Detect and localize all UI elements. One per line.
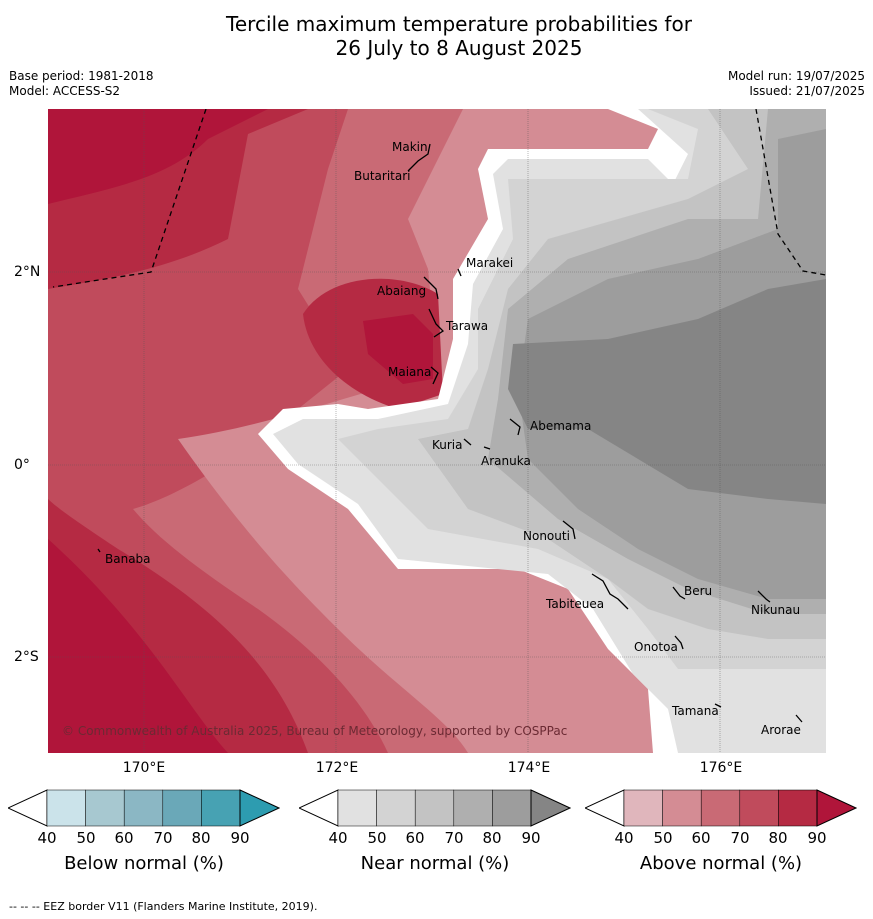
lon-label-174e: 174°E xyxy=(507,760,551,776)
colorbar-above xyxy=(585,789,857,827)
lat-label-0: 0° xyxy=(14,457,30,473)
place-label-banaba: Banaba xyxy=(105,552,151,566)
colorbar-above-tick: 40 xyxy=(614,829,634,847)
model-run: Model run: 19/07/2025 xyxy=(727,69,865,83)
place-label-abaiang: Abaiang xyxy=(377,284,426,298)
lat-label-2s: 2°S xyxy=(14,649,39,665)
probability-map: Makin Butaritari Marakei Abaiang Tarawa … xyxy=(48,109,826,753)
colorbar-below-tick: 40 xyxy=(37,829,57,847)
colorbar-near-title: Near normal (%) xyxy=(360,853,510,874)
colorbar-below-tick: 90 xyxy=(230,829,250,847)
colorbar-near-tick: 60 xyxy=(405,829,425,847)
colorbar-near xyxy=(299,789,571,827)
place-label-tarawa: Tarawa xyxy=(445,319,488,333)
colorbar-below-tick: 80 xyxy=(191,829,211,847)
colorbar-near-tick: 90 xyxy=(521,829,541,847)
place-label-beru: Beru xyxy=(684,584,712,598)
colorbar-near-tick: 50 xyxy=(367,829,387,847)
colorbar-below-title: Below normal (%) xyxy=(64,853,224,874)
place-label-tamana: Tamana xyxy=(671,704,719,718)
eez-footnote: -- -- -- EEZ border V11 (Flanders Marine… xyxy=(9,900,318,913)
colorbar-above-tick: 50 xyxy=(653,829,673,847)
graticule xyxy=(48,109,826,753)
meta-right: Model run: 19/07/2025 Issued: 21/07/2025 xyxy=(728,69,865,99)
model-name: Model: ACCESS-S2 xyxy=(9,84,121,98)
place-label-marakei: Marakei xyxy=(466,256,513,270)
lat-label-2n: 2°N xyxy=(14,264,41,280)
place-label-onotoa: Onotoa xyxy=(634,640,678,654)
colorbar-near-tick: 70 xyxy=(444,829,464,847)
colorbar-below-tick: 70 xyxy=(153,829,173,847)
place-label-maiana: Maiana xyxy=(388,365,431,379)
colorbar-above-title: Above normal (%) xyxy=(639,853,803,874)
colorbar-above-tick: 70 xyxy=(730,829,750,847)
colorbar-below xyxy=(8,789,280,827)
colorbar-near-tick: 40 xyxy=(328,829,348,847)
colorbar-above-tick: 80 xyxy=(768,829,788,847)
place-label-arorae: Arorae xyxy=(761,723,801,737)
place-label-tabiteuea: Tabiteuea xyxy=(545,597,604,611)
colorbar-below-tick: 60 xyxy=(114,829,134,847)
near-90-region xyxy=(508,279,826,504)
title-line-2: 26 July to 8 August 2025 xyxy=(335,36,583,60)
colorbar-near-tick: 80 xyxy=(482,829,502,847)
colorbar-above-tick: 60 xyxy=(691,829,711,847)
lon-label-172e: 172°E xyxy=(315,760,359,776)
issued-date: Issued: 21/07/2025 xyxy=(749,84,865,98)
lon-label-176e: 176°E xyxy=(699,760,743,776)
place-label-nikunau: Nikunau xyxy=(751,603,800,617)
base-period: Base period: 1981-2018 xyxy=(9,69,154,83)
above-90-core xyxy=(363,314,433,384)
copyright-notice: © Commonwealth of Australia 2025, Bureau… xyxy=(62,724,568,738)
title-line-1: Tercile maximum temperature probabilitie… xyxy=(226,12,692,36)
colorbar-above-tick: 90 xyxy=(807,829,827,847)
island-outlines xyxy=(97,143,803,723)
place-label-aranuka: Aranuka xyxy=(481,454,531,468)
place-label-kuria: Kuria xyxy=(432,438,463,452)
place-label-nonouti: Nonouti xyxy=(523,529,570,543)
lon-label-170e: 170°E xyxy=(122,760,166,776)
place-label-butaritari: Butaritari xyxy=(354,169,411,183)
map-title: Tercile maximum temperature probabilitie… xyxy=(0,12,873,60)
place-label-abemama: Abemama xyxy=(530,419,591,433)
colorbar-below-tick: 50 xyxy=(76,829,96,847)
eez-border xyxy=(52,109,826,288)
place-label-makin: Makin xyxy=(392,140,428,154)
meta-left: Base period: 1981-2018 Model: ACCESS-S2 xyxy=(9,69,154,99)
